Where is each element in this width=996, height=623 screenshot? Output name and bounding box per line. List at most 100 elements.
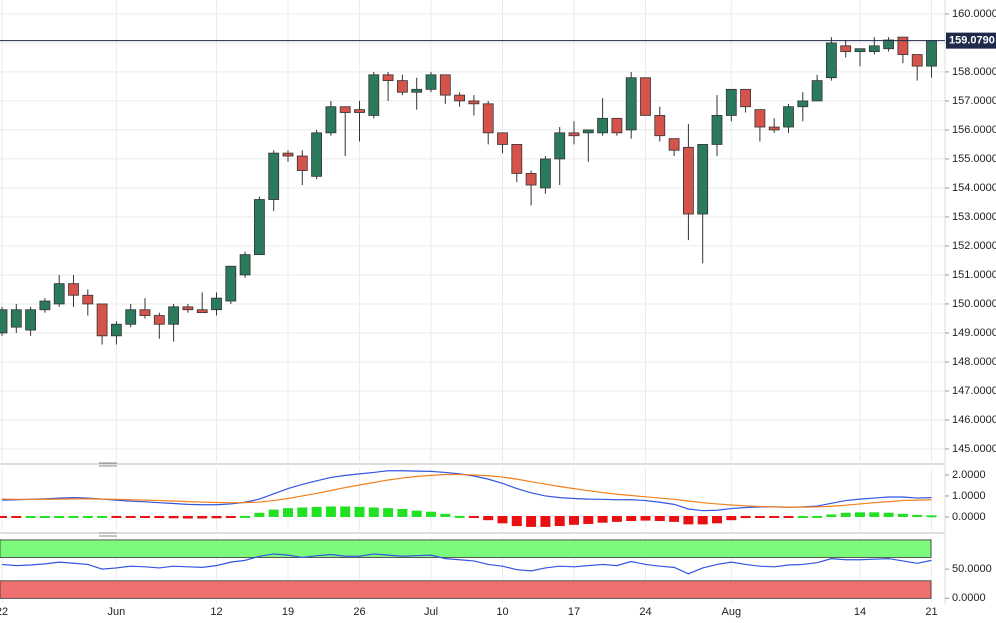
histogram-bar: [483, 515, 494, 521]
candle-body: [582, 129, 594, 134]
histogram-bar: [240, 515, 251, 518]
candle-body: [296, 155, 308, 171]
candle-body: [640, 77, 651, 116]
histogram-bar: [168, 515, 179, 519]
x-tick-label: 22: [0, 606, 8, 618]
histogram-bar: [283, 508, 293, 517]
x-tick-label: 24: [639, 606, 651, 618]
histogram-bar: [54, 515, 65, 518]
x-tick-label: 19: [282, 606, 294, 618]
y-tick-label: 145.0000: [952, 443, 996, 455]
candle-body: [0, 309, 8, 334]
candle-body: [25, 309, 37, 331]
y-tick-label: 146.0000: [952, 414, 996, 426]
candle-body: [311, 132, 323, 177]
y-tick-label: 150.0000: [952, 298, 996, 310]
histogram-bar: [740, 515, 751, 519]
histogram-bar: [254, 512, 265, 517]
candle-body: [797, 100, 809, 108]
rsi-line: [1, 553, 932, 575]
last-price-box: [946, 32, 996, 49]
candle-body: [654, 115, 666, 137]
histogram-bar: [297, 507, 308, 517]
histogram-bar: [68, 515, 79, 518]
histogram-bar: [354, 506, 365, 517]
histogram-bar: [383, 508, 394, 517]
macd-line: [1, 473, 932, 508]
histogram-bar: [182, 515, 193, 519]
candle-body: [239, 254, 251, 276]
histogram-bar: [883, 512, 894, 517]
candle-body: [182, 306, 194, 311]
y-tick-label: 155.0000: [952, 153, 996, 165]
candle-body: [683, 146, 694, 215]
x-tick-label: 21: [925, 606, 937, 618]
candle-body: [53, 283, 65, 305]
histogram-bar: [697, 515, 708, 525]
y-tick-label: 160.0000: [952, 8, 996, 20]
histogram-bar: [726, 515, 737, 521]
histogram-bar: [554, 515, 565, 527]
histogram-bar: [897, 513, 908, 517]
candle-body: [111, 323, 122, 337]
histogram-bar: [0, 515, 7, 518]
y-tick-label: 151.0000: [952, 269, 996, 281]
candle-body: [497, 132, 508, 145]
histogram-bar: [626, 515, 637, 522]
histogram-bar: [25, 515, 36, 518]
candle-body: [826, 42, 837, 79]
candle-body: [382, 74, 394, 82]
histogram-bar: [640, 515, 651, 521]
candle-body: [711, 115, 723, 145]
histogram-bar: [268, 509, 279, 517]
candle-body: [482, 103, 494, 134]
candle-body: [911, 54, 923, 67]
histogram-bar: [926, 515, 937, 518]
histogram-bar: [111, 515, 122, 518]
candle-body: [396, 80, 408, 93]
candle-body: [568, 132, 580, 137]
histogram-bar: [225, 515, 236, 518]
y-tick-label: 156.0000: [952, 124, 996, 136]
candle-body: [411, 88, 423, 93]
histogram-bar: [783, 515, 794, 518]
candle-body: [783, 106, 794, 128]
candle-body: [454, 94, 466, 102]
candle-body: [39, 300, 51, 311]
candle-body: [82, 294, 94, 305]
candle-body: [153, 315, 165, 325]
candle-body: [268, 152, 280, 200]
x-tick-label: Jul: [424, 606, 438, 618]
pane-handle[interactable]: [99, 462, 117, 467]
candle-body: [597, 117, 608, 134]
y-tick-label: 147.0000: [952, 385, 996, 397]
histogram-bar: [39, 515, 50, 518]
candle-body: [540, 158, 551, 189]
histogram-bar: [97, 515, 108, 518]
histogram-bar: [526, 515, 537, 527]
candle-body: [325, 106, 337, 134]
pane-handle[interactable]: [99, 532, 117, 537]
x-tick-label: 26: [353, 606, 365, 618]
histogram-bar: [597, 515, 608, 523]
histogram-bar: [797, 515, 808, 518]
candle-body: [868, 45, 880, 53]
candle-body: [125, 309, 137, 325]
histogram-bar: [583, 515, 594, 524]
candle-body: [883, 39, 894, 50]
histogram-bar: [411, 510, 422, 517]
y-tick-label: 149.0000: [952, 327, 996, 339]
candle-body: [425, 74, 437, 90]
histogram-bar: [311, 506, 322, 517]
candle-body: [611, 117, 623, 134]
y-tick-label: 153.0000: [952, 211, 996, 223]
histogram-bar: [812, 515, 823, 518]
candle-body: [468, 100, 480, 105]
candle-body: [253, 199, 265, 256]
candle-body: [511, 144, 523, 174]
candle-body: [897, 36, 909, 55]
histogram-bar: [712, 515, 722, 524]
candle-body: [96, 303, 108, 337]
candle-body: [754, 109, 766, 128]
